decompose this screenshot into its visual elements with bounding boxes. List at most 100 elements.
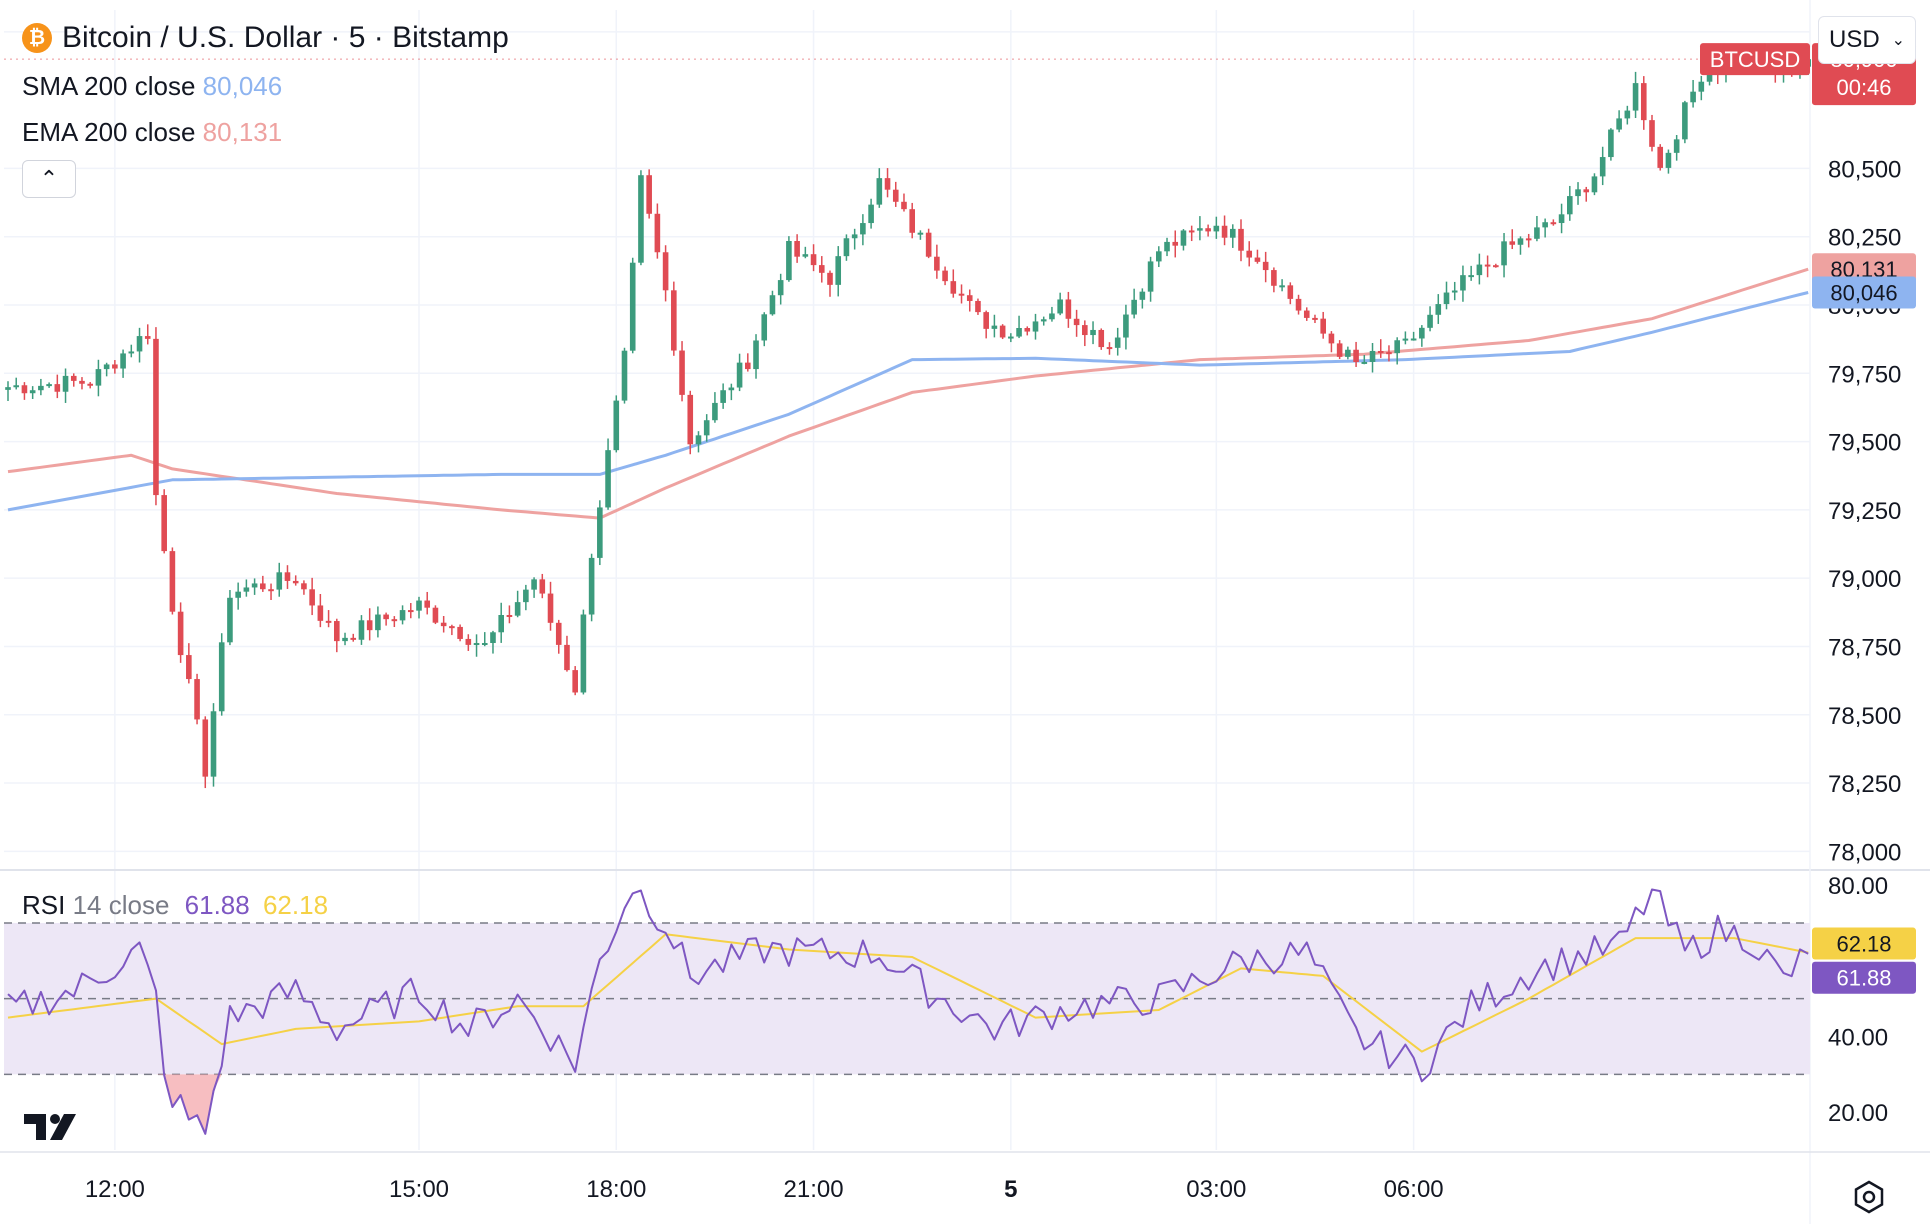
candle [1361, 355, 1368, 365]
candle [490, 630, 496, 654]
candle-body [1624, 110, 1631, 119]
candle-body [218, 642, 225, 712]
candle [1303, 307, 1310, 321]
candle [843, 234, 850, 261]
symbol-badge-bg [1700, 43, 1810, 76]
ema-200-line [7, 267, 1809, 520]
candle-body [1665, 152, 1672, 168]
candle [818, 256, 825, 283]
candle-body [366, 620, 373, 631]
candle-body [1336, 343, 1343, 357]
candle-body [95, 369, 102, 386]
candle-body [720, 390, 726, 403]
candle [1098, 328, 1105, 350]
candle [769, 290, 776, 316]
sma-badge-text: 80,046 [1830, 280, 1897, 305]
candle [144, 324, 151, 345]
candle-body [407, 610, 414, 613]
candle-body [1164, 241, 1170, 252]
candle-body [703, 420, 710, 436]
candle [1295, 294, 1302, 315]
candle [547, 581, 554, 631]
candle-body [605, 450, 611, 508]
candle-body [1632, 83, 1639, 111]
rsi-params: 14 close [72, 890, 170, 920]
rsi-ma-badge: 62.18 [1812, 927, 1916, 960]
candle [1032, 313, 1039, 340]
candle-body [654, 213, 661, 253]
gear-icon[interactable] [1852, 1180, 1886, 1214]
candle [1369, 343, 1376, 373]
candle-body [761, 314, 768, 341]
candle-body [1254, 257, 1261, 262]
candle [514, 590, 521, 618]
sma-legend[interactable]: SMA 200 close 80,046 [22, 70, 282, 102]
candle [523, 584, 529, 611]
candle-body [1443, 292, 1450, 305]
candle [1188, 225, 1195, 242]
candle-body [112, 364, 118, 369]
candle [260, 575, 266, 592]
candle-body [1369, 350, 1376, 362]
candle-body [901, 201, 907, 210]
candle [876, 168, 883, 208]
candle [1509, 229, 1516, 250]
candle-body [490, 632, 496, 644]
candle [1525, 233, 1532, 248]
candle [1016, 315, 1022, 339]
candle [1312, 314, 1318, 324]
candle-body [1682, 102, 1688, 140]
rsi-oversold-fill [155, 1074, 222, 1134]
candle [1534, 215, 1540, 242]
candle [391, 616, 398, 628]
candle-body [1082, 325, 1088, 336]
candle [958, 284, 965, 304]
time-tick-label: 21:00 [784, 1176, 844, 1203]
candle [1287, 282, 1294, 305]
candle-body [1451, 290, 1458, 293]
candle-body [144, 336, 151, 339]
symbol-badge: BTCUSD [1700, 43, 1810, 76]
candle-body [1345, 349, 1351, 357]
candle [1468, 265, 1474, 281]
candle-body [1460, 275, 1466, 291]
candle [1599, 146, 1606, 186]
tradingview-logo[interactable] [24, 1110, 86, 1144]
candle [1608, 128, 1614, 161]
candle-body [1501, 241, 1507, 266]
rsi-legend[interactable]: RSI 14 close 61.88 62.18 [22, 889, 328, 921]
candle-body [169, 551, 176, 612]
candle-body [613, 400, 620, 451]
candle-body [810, 254, 817, 266]
candle [407, 603, 414, 619]
currency-select[interactable]: USD ⌄ [1818, 16, 1916, 64]
candle-body [1090, 329, 1096, 336]
candle [70, 373, 77, 387]
ema-legend[interactable]: EMA 200 close 80,131 [22, 116, 282, 148]
candle-body [1690, 91, 1696, 103]
candle [1353, 341, 1359, 367]
candle [1114, 327, 1121, 356]
candle [761, 312, 768, 347]
candle [892, 181, 899, 207]
candle [1558, 203, 1565, 234]
candle [1616, 110, 1622, 133]
candle-body [1591, 176, 1598, 193]
rsi-lines [7, 888, 1809, 1135]
collapse-legend-button[interactable]: ⌃ [22, 160, 76, 198]
candle-body [1599, 157, 1606, 177]
candle-body [1073, 318, 1080, 326]
candle-body [588, 557, 595, 615]
candle [292, 575, 299, 586]
candle [580, 609, 587, 695]
candle [1583, 186, 1590, 202]
candle-body [292, 580, 299, 584]
candle [29, 386, 36, 399]
candle [1279, 279, 1285, 292]
candle-body [1525, 238, 1532, 241]
candle-body [1377, 350, 1384, 353]
candle [712, 392, 718, 423]
candle [457, 624, 463, 642]
candle [1320, 311, 1326, 339]
